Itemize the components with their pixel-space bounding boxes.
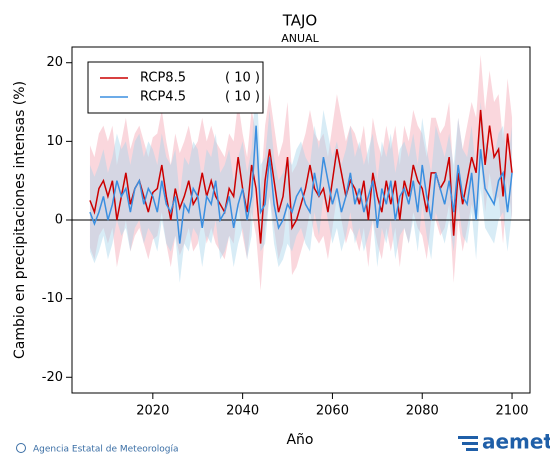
footer-credit: Agencia Estatal de Meteorología [33,445,179,455]
legend-box [87,61,264,114]
x-tick-label: 2060 [316,404,349,419]
legend: RCP8.5 ( 10 ) RCP4.5 ( 10 ) [87,61,264,114]
series-line [89,125,513,244]
legend-count: ( 10 ) [225,90,260,105]
y-tick-label: -10 [42,291,63,306]
y-tick-label: -20 [42,370,63,385]
legend-count: ( 10 ) [225,71,260,86]
logo: aemet [482,430,550,454]
x-axis-label: Año [286,432,313,448]
y-axis-label: Cambio en precipitaciones intensas (%) [12,81,28,359]
y-tick-label: 0 [55,213,63,228]
legend-label: RCP8.5 [140,71,186,86]
series-line [89,109,513,244]
range-band [89,78,513,283]
x-tick-label: 2040 [226,404,259,419]
y-tick-label: 20 [46,55,63,70]
legend-label: RCP4.5 [140,90,186,105]
y-tick-label: 10 [46,134,63,149]
x-tick-label: 2100 [495,404,528,419]
x-tick-label: 2080 [406,404,439,419]
range-band [89,54,513,291]
logo-mark [458,436,478,451]
x-tick-label: 2020 [136,404,169,419]
chart-title: TAJO [282,12,318,30]
copyright-icon [16,443,26,453]
chart-subtitle: ANUAL [281,32,319,45]
